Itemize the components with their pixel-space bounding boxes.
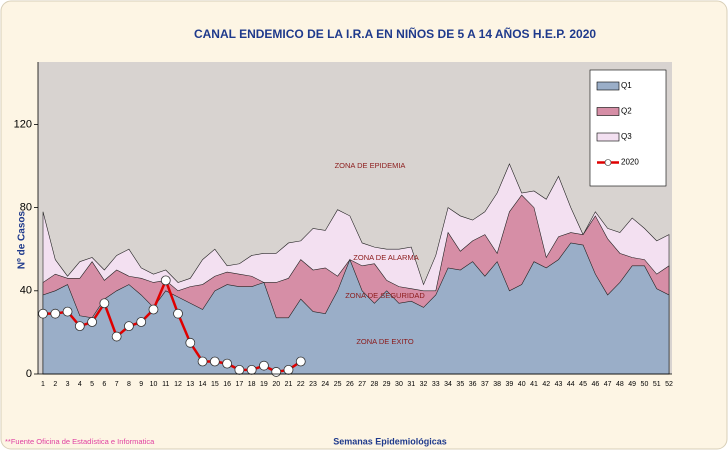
x-tick-label: 28 (371, 381, 379, 388)
y-tick-label: 120 (14, 118, 32, 130)
x-tick-label: 34 (444, 381, 452, 388)
x-tick-label: 24 (321, 381, 329, 388)
x-axis-label: Semanas Epidemiológicas (333, 436, 447, 446)
x-tick-label: 17 (235, 381, 243, 388)
x-tick-label: 33 (432, 381, 440, 388)
x-tick-label: 45 (579, 381, 587, 388)
legend-swatch (596, 132, 620, 142)
x-tick-label: 46 (591, 381, 599, 388)
point (38, 308, 48, 319)
point (124, 321, 134, 332)
x-tick-label: 25 (334, 381, 342, 388)
point (87, 317, 97, 327)
x-tick-label: 16 (223, 381, 231, 388)
x-tick-label: 20 (272, 381, 280, 388)
x-tick-label: 14 (199, 381, 207, 388)
legend-label: Q2 (621, 107, 632, 116)
x-tick-label: 52 (665, 381, 673, 388)
y-tick-label: 80 (20, 202, 32, 214)
y-axis-label: Nº de Casos (17, 211, 28, 270)
legend-label: 2020 (621, 158, 639, 167)
x-tick-label: 32 (420, 381, 428, 388)
x-tick-label: 47 (604, 381, 612, 388)
plot-area (38, 62, 672, 377)
x-tick-label: 26 (346, 381, 354, 388)
x-tick-label: 36 (469, 381, 477, 388)
x-tick-label: 5 (90, 381, 94, 388)
x-tick-label: 23 (309, 381, 317, 388)
x-tick-label: 9 (139, 381, 143, 388)
legend: Q1 Q2 Q3 2020 (589, 69, 667, 187)
point (283, 364, 294, 375)
x-tick-label: 27 (358, 381, 366, 388)
legend-swatch-point (604, 159, 612, 166)
point (271, 367, 282, 377)
x-tick-label: 18 (248, 381, 256, 388)
point (136, 317, 147, 327)
point (185, 337, 196, 348)
x-tick-label: 41 (530, 381, 538, 388)
x-tick-label: 50 (641, 381, 649, 388)
point (74, 321, 85, 332)
zone-label: ZONA DE ALARMA (353, 253, 418, 262)
x-tick-label: 13 (186, 381, 194, 388)
x-tick-label: 43 (555, 381, 563, 388)
legend-label: Q1 (621, 81, 632, 90)
legend-label: Q3 (621, 132, 632, 141)
x-tick-label: 42 (542, 381, 550, 388)
x-tick-label: 40 (518, 381, 526, 388)
footnote: **Fuente Oficina de Estadística e Inform… (5, 437, 155, 446)
point (222, 358, 233, 369)
x-tick-label: 1 (41, 381, 45, 388)
point (111, 331, 122, 342)
x-tick-label: 37 (481, 381, 489, 388)
x-tick-label: 39 (506, 381, 514, 388)
x-tick-label: 22 (297, 381, 305, 388)
zone-label: ZONA DE EPIDEMIA (335, 161, 406, 170)
x-tick-label: 49 (628, 381, 636, 388)
point (50, 308, 61, 319)
point (148, 304, 159, 315)
x-tick-label: 8 (127, 381, 131, 388)
legend-swatch (596, 107, 620, 116)
y-tick-label: 0 (26, 368, 32, 380)
point (295, 356, 306, 367)
x-tick-label: 12 (174, 381, 182, 388)
x-tick-label: 35 (456, 381, 464, 388)
x-tick-label: 10 (150, 381, 158, 388)
x-tick-label: 3 (66, 381, 70, 388)
point (246, 364, 257, 375)
zone-label: ZONA DE SEGURIDAD (345, 291, 425, 300)
area (42, 242, 670, 375)
x-tick-label: 19 (260, 381, 268, 388)
x-tick-label: 11 (162, 381, 169, 388)
y-tick-label: 40 (20, 285, 32, 297)
x-tick-label: 44 (567, 381, 575, 388)
point (99, 298, 110, 309)
point (160, 275, 171, 286)
point (62, 306, 73, 317)
x-tick-label: 21 (285, 381, 293, 388)
x-tick-label: 15 (211, 381, 219, 388)
zone-label: ZONA DE EXITO (356, 337, 414, 346)
point (173, 308, 183, 319)
point (259, 360, 269, 371)
x-tick-label: 2 (53, 381, 57, 388)
x-tick-label: 4 (78, 381, 82, 388)
x-tick-label: 48 (616, 381, 624, 388)
x-tick-label: 7 (115, 381, 119, 388)
x-tick-label: 30 (395, 381, 403, 388)
x-tick-label: 6 (102, 381, 106, 388)
point (209, 356, 220, 367)
legend-swatch (596, 81, 620, 91)
chart-title: CANAL ENDEMICO DE LA I.R.A EN NIÑOS DE 5… (194, 26, 596, 41)
point (197, 356, 208, 367)
line (43, 276, 302, 374)
x-tick-label: 38 (493, 381, 501, 388)
x-tick-label: 51 (653, 381, 661, 388)
x-tick-label: 29 (383, 381, 391, 388)
x-tick-label: 31 (407, 381, 415, 388)
point (234, 364, 245, 375)
